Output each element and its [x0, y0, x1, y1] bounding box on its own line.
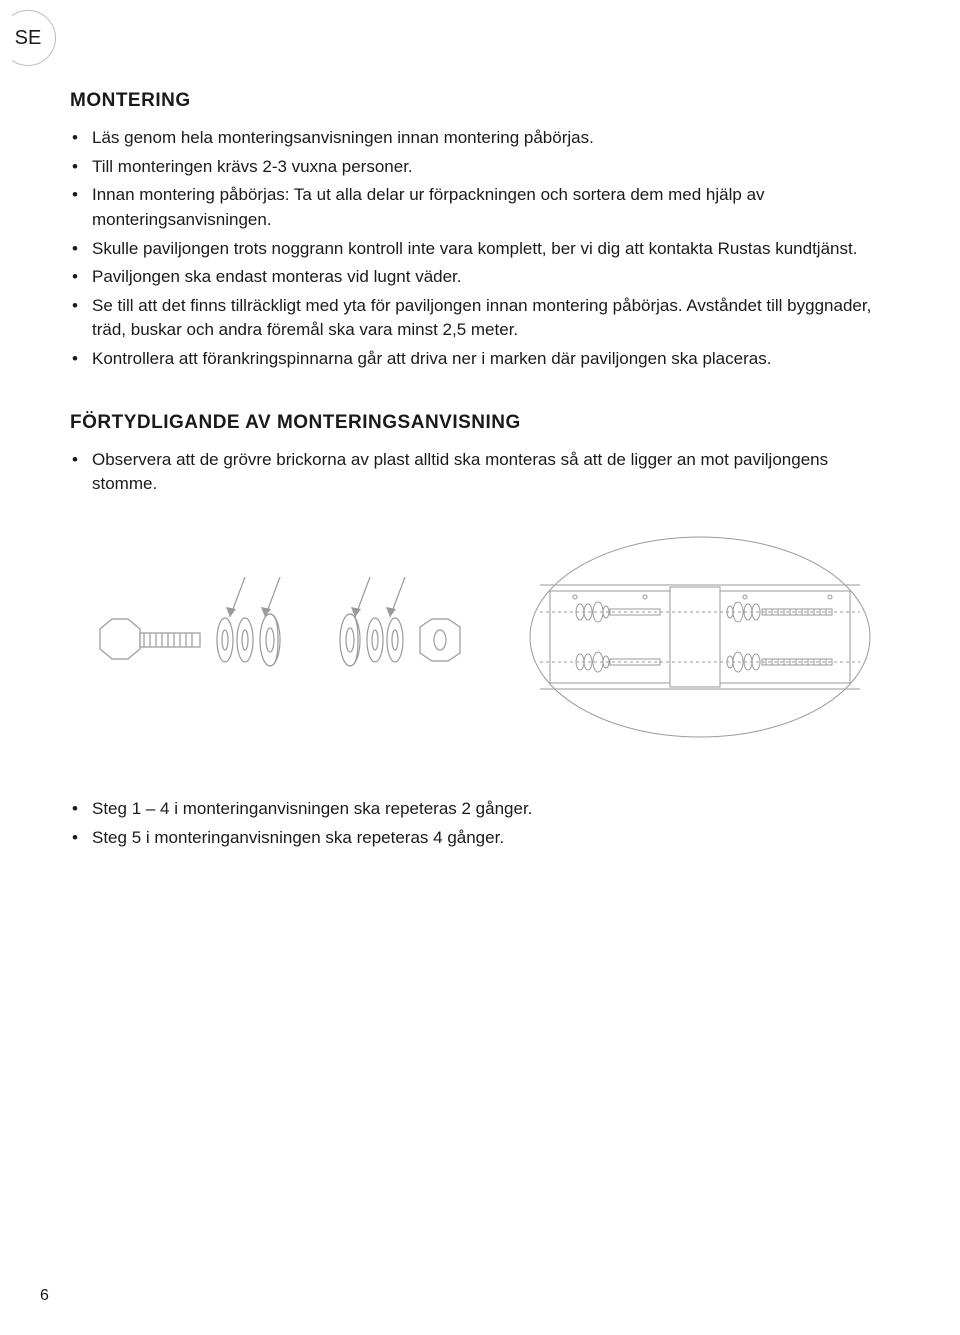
section2-title: FÖRTYDLIGANDE AV MONTERINGSANVISNING: [70, 412, 890, 434]
language-tab: SE: [0, 10, 56, 66]
hardware-diagram: [70, 557, 490, 717]
list-item: Till monteringen krävs 2-3 vuxna persone…: [92, 155, 890, 180]
list-item: Steg 5 i monteringanvisningen ska repete…: [92, 826, 890, 851]
list-item: Steg 1 – 4 i monteringanvisningen ska re…: [92, 797, 890, 822]
list-item: Kontrollera att förankringspinnarna går …: [92, 347, 890, 372]
list-item: Läs genom hela monteringsanvisningen inn…: [92, 126, 890, 151]
section2-list: Observera att de grövre brickorna av pla…: [70, 448, 890, 497]
page-number: 6: [40, 1287, 49, 1305]
section1-title: MONTERING: [70, 90, 890, 112]
diagram-row: [70, 527, 890, 747]
list-item: Observera att de grövre brickorna av pla…: [92, 448, 890, 497]
list-item: Se till att det finns tillräckligt med y…: [92, 294, 890, 343]
assembly-diagram: [520, 527, 880, 747]
list-item: Innan montering påbörjas: Ta ut alla del…: [92, 183, 890, 232]
list-item: Paviljongen ska endast monteras vid lugn…: [92, 265, 890, 290]
language-code: SE: [15, 27, 42, 50]
section1-list: Läs genom hela monteringsanvisningen inn…: [70, 126, 890, 372]
list-item: Skulle paviljongen trots noggrann kontro…: [92, 237, 890, 262]
section3-list: Steg 1 – 4 i monteringanvisningen ska re…: [70, 797, 890, 850]
document-page: SE MONTERING Läs genom hela monteringsan…: [0, 0, 960, 1335]
